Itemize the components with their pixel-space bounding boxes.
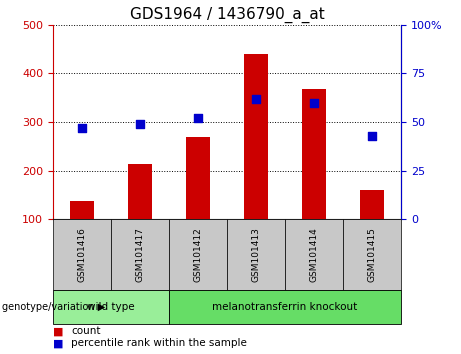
FancyBboxPatch shape (53, 290, 169, 324)
Text: GSM101415: GSM101415 (367, 227, 377, 282)
FancyBboxPatch shape (53, 219, 111, 290)
Bar (302, 89, 325, 219)
Text: melanotransferrin knockout: melanotransferrin knockout (213, 302, 358, 312)
FancyBboxPatch shape (285, 219, 343, 290)
Point (195, 115, 202, 121)
Text: GSM101414: GSM101414 (309, 228, 319, 282)
Text: GSM101413: GSM101413 (252, 227, 260, 282)
FancyBboxPatch shape (111, 219, 169, 290)
Text: wild type: wild type (87, 302, 135, 312)
Text: genotype/variation ▶: genotype/variation ▶ (2, 302, 106, 312)
Text: GSM101412: GSM101412 (194, 228, 202, 282)
Point (310, 100, 318, 105)
Bar (244, 54, 268, 219)
FancyBboxPatch shape (343, 219, 401, 290)
FancyBboxPatch shape (227, 219, 285, 290)
Text: GSM101417: GSM101417 (136, 227, 145, 282)
Title: GDS1964 / 1436790_a_at: GDS1964 / 1436790_a_at (130, 7, 325, 23)
Text: count: count (71, 326, 101, 336)
Bar (361, 190, 384, 219)
Text: ■: ■ (53, 326, 64, 336)
Bar (129, 164, 152, 219)
Bar (186, 137, 210, 219)
Text: percentile rank within the sample: percentile rank within the sample (71, 338, 248, 348)
Point (136, 121, 144, 127)
Point (368, 133, 376, 138)
Point (252, 96, 260, 102)
Text: ■: ■ (53, 338, 64, 348)
Point (78, 125, 86, 131)
Bar (71, 201, 94, 219)
Text: GSM101416: GSM101416 (77, 227, 87, 282)
FancyBboxPatch shape (169, 290, 401, 324)
FancyBboxPatch shape (169, 219, 227, 290)
